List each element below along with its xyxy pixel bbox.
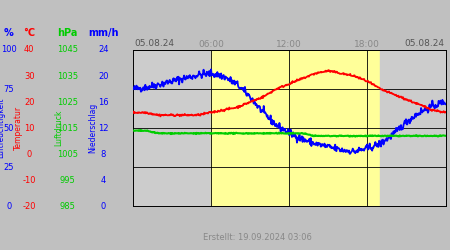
Text: Niederschlag: Niederschlag bbox=[88, 103, 97, 153]
Text: 1035: 1035 bbox=[57, 72, 78, 80]
Text: 40: 40 bbox=[24, 46, 35, 54]
Text: 24: 24 bbox=[98, 46, 109, 54]
Text: %: % bbox=[4, 28, 14, 38]
Text: 985: 985 bbox=[59, 202, 76, 211]
Text: -10: -10 bbox=[22, 176, 36, 185]
Text: Luftfeuchtigkeit: Luftfeuchtigkeit bbox=[0, 98, 5, 158]
Bar bbox=[211, 50, 380, 206]
Text: 50: 50 bbox=[4, 124, 14, 132]
Text: 1045: 1045 bbox=[57, 46, 78, 54]
Text: Erstellt: 19.09.2024 03:06: Erstellt: 19.09.2024 03:06 bbox=[203, 233, 312, 242]
Text: -20: -20 bbox=[22, 202, 36, 211]
Text: 30: 30 bbox=[24, 72, 35, 80]
Text: 4: 4 bbox=[101, 176, 106, 185]
Text: 25: 25 bbox=[4, 163, 14, 172]
Text: 1005: 1005 bbox=[57, 150, 78, 159]
Bar bbox=[133, 50, 211, 206]
Text: 05.08.24: 05.08.24 bbox=[404, 38, 444, 48]
Text: hPa: hPa bbox=[57, 28, 78, 38]
Text: Temperatur: Temperatur bbox=[14, 106, 23, 150]
Text: 1015: 1015 bbox=[57, 124, 78, 132]
Text: 8: 8 bbox=[101, 150, 106, 159]
Text: 05.08.24: 05.08.24 bbox=[134, 38, 174, 48]
Text: 995: 995 bbox=[59, 176, 76, 185]
Text: 75: 75 bbox=[4, 84, 14, 94]
Text: mm/h: mm/h bbox=[88, 28, 119, 38]
Text: 16: 16 bbox=[98, 98, 109, 106]
Text: 20: 20 bbox=[98, 72, 109, 80]
Text: °C: °C bbox=[23, 28, 35, 38]
Text: 0: 0 bbox=[27, 150, 32, 159]
Text: 100: 100 bbox=[1, 46, 17, 54]
Text: 10: 10 bbox=[24, 124, 35, 132]
Text: 1025: 1025 bbox=[57, 98, 78, 106]
Bar bbox=[380, 50, 446, 206]
Text: Luftdruck: Luftdruck bbox=[54, 110, 63, 146]
Text: 12: 12 bbox=[98, 124, 109, 132]
Text: 20: 20 bbox=[24, 98, 35, 106]
Text: 0: 0 bbox=[6, 202, 12, 211]
Text: 0: 0 bbox=[101, 202, 106, 211]
